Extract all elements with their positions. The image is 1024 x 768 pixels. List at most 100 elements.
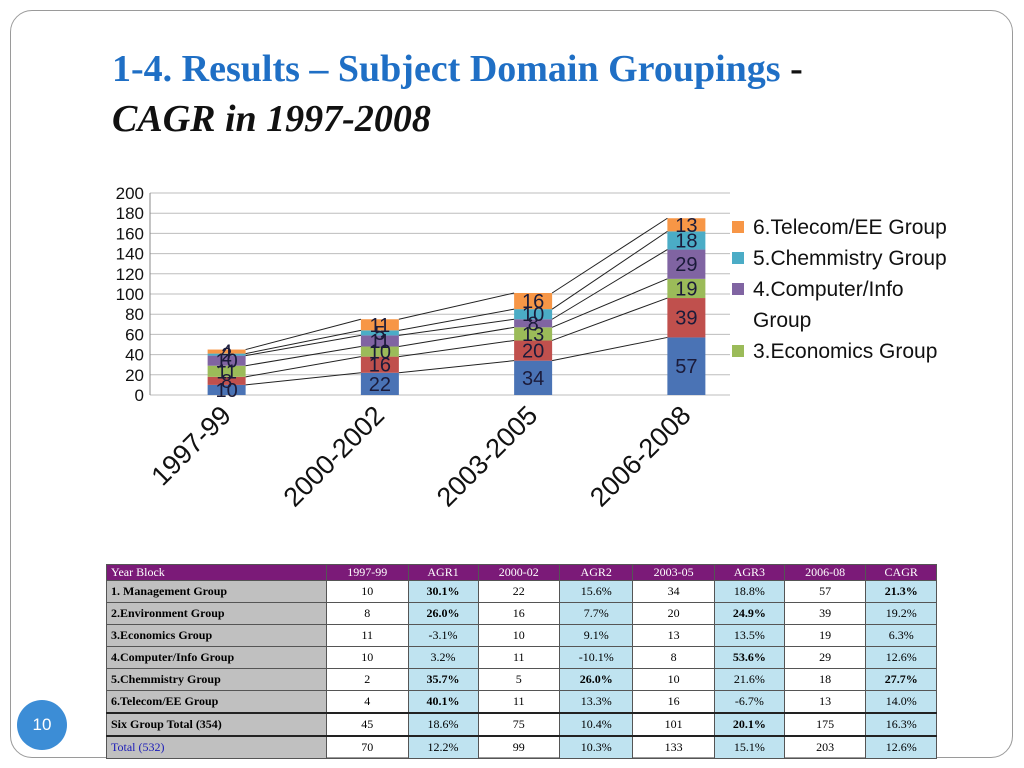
table-row-label: 3.Economics Group [106, 624, 327, 647]
table-row-label: 4.Computer/Info Group [106, 646, 327, 669]
bar-segment [360, 335, 399, 347]
title-dash: - [780, 48, 803, 90]
data-label: 11 [216, 361, 237, 383]
table-row: 4.Computer/Info Group 10 3.2% 11 -10.1% 8 53.6… [106, 646, 937, 669]
series-line [551, 278, 668, 328]
table-row: 5.Chemmistry Group 2 35.7% 5 26.0% 10 21.6% 18 2… [106, 668, 937, 691]
series-line [398, 339, 515, 358]
table-cell: 11 [477, 690, 561, 714]
data-label: 20 [522, 341, 544, 363]
table-cell: 24.9% [713, 602, 785, 625]
bar-segment [207, 349, 246, 354]
table-cell: 16 [632, 690, 715, 714]
table-cell: 18.8% [713, 580, 785, 603]
table-cell: 11 [326, 624, 409, 647]
table-cell: 99 [477, 735, 561, 759]
legend-label: 4.Computer/Info Group [753, 278, 904, 332]
table-row-label: 1. Management Group [106, 580, 327, 603]
series-line [551, 217, 668, 294]
table-cell: 13 [783, 690, 867, 714]
table-cell: 10.4% [559, 712, 634, 737]
data-label: 39 [675, 308, 697, 330]
table-header-cell: AGR3 [713, 564, 785, 581]
data-label: 11 [369, 315, 390, 337]
y-tick-label: 80 [125, 305, 144, 324]
bar-segment [360, 372, 399, 395]
series-line [245, 356, 361, 378]
table-cell: 7.7% [559, 602, 634, 625]
table-row: 6.Telecom/EE Group 4 40.1% 11 13.3% 16 -6.7% 13… [106, 690, 937, 714]
table-row: 1. Management Group 10 30.1% 22 15.6% 34 18.8%… [106, 580, 937, 603]
bar-segment [514, 309, 553, 320]
legend-label: 6.Telecom/EE Group [753, 216, 947, 239]
table-header-cell: 1997-99 [326, 564, 409, 581]
data-label: 13 [675, 215, 697, 237]
series-line [245, 329, 361, 355]
y-tick-label: 100 [116, 285, 144, 304]
bar-segment [360, 319, 399, 331]
table-cell: -6.7% [713, 690, 785, 714]
legend-item: 4.Computer/Info Group [732, 274, 952, 336]
x-category-label: 2000-2002 [278, 400, 391, 513]
bar-segment [667, 298, 706, 338]
y-tick-label: 20 [125, 366, 144, 385]
table-cell: 34 [632, 580, 715, 603]
table-cell: 10.3% [559, 735, 634, 759]
series-line [398, 326, 515, 348]
series-line [552, 336, 668, 362]
bar-segment [207, 355, 246, 366]
table-cell: 5 [477, 668, 561, 691]
data-label: 18 [675, 230, 697, 252]
bar-segment [360, 356, 399, 373]
table-cell: 10 [477, 624, 561, 647]
table-header-cell: AGR2 [559, 564, 634, 581]
table-cell: 13 [632, 624, 715, 647]
table-header-cell: 2003-05 [632, 564, 715, 581]
table-row: 3.Economics Group 11 -3.1% 10 9.1% 13 13.5% 19 6… [106, 624, 937, 647]
y-tick-label: 160 [116, 224, 144, 243]
bar-segment [207, 353, 246, 356]
series-line [245, 346, 361, 367]
stacked-bar-chart: 0204060801001201401601802001081110242216… [116, 184, 730, 513]
table-cell: 18 [783, 668, 867, 691]
data-label: 16 [369, 355, 391, 377]
page-number-badge: 10 [17, 700, 67, 750]
table-cell: 26.0% [407, 602, 479, 625]
table-cell: 21.3% [865, 580, 937, 603]
table-cell: 57 [783, 580, 867, 603]
table-cell: 30.1% [407, 580, 479, 603]
table-cell: 9.1% [559, 624, 634, 647]
data-label: 57 [675, 356, 697, 378]
legend-item: 6.Telecom/EE Group [732, 212, 952, 243]
table-row-label: 6.Telecom/EE Group [106, 690, 327, 714]
table-cell: 133 [632, 735, 715, 759]
bar-segment [207, 384, 246, 395]
bar-segment [360, 330, 399, 336]
table-cell: 13.3% [559, 690, 634, 714]
table-row-label: Total (532) [106, 735, 327, 759]
table-cell: 40.1% [407, 690, 479, 714]
data-label: 16 [522, 291, 544, 313]
series-line [551, 230, 668, 310]
table-cell: 2 [326, 668, 409, 691]
bar-segment [667, 337, 706, 395]
table-cell: 39 [783, 602, 867, 625]
table-cell: 53.6% [713, 646, 785, 669]
table-cell: 12.2% [407, 735, 479, 759]
table-cell: 27.7% [865, 668, 937, 691]
table-cell: 22 [477, 580, 561, 603]
table-cell: -3.1% [407, 624, 479, 647]
bar-segment [667, 278, 706, 299]
data-label: 2 [221, 345, 232, 367]
slide-title: 1-4. Results – Subject Domain Groupings … [112, 44, 992, 144]
table-cell: 175 [783, 712, 867, 737]
y-tick-label: 60 [125, 325, 144, 344]
table-cell: 20 [632, 602, 715, 625]
y-tick-label: 120 [116, 265, 144, 284]
data-label: 5 [374, 323, 385, 345]
data-label: 8 [528, 313, 539, 335]
table-cell: 21.6% [713, 668, 785, 691]
legend-swatch [732, 345, 744, 357]
data-label: 22 [369, 374, 391, 396]
data-label: 11 [369, 331, 390, 353]
